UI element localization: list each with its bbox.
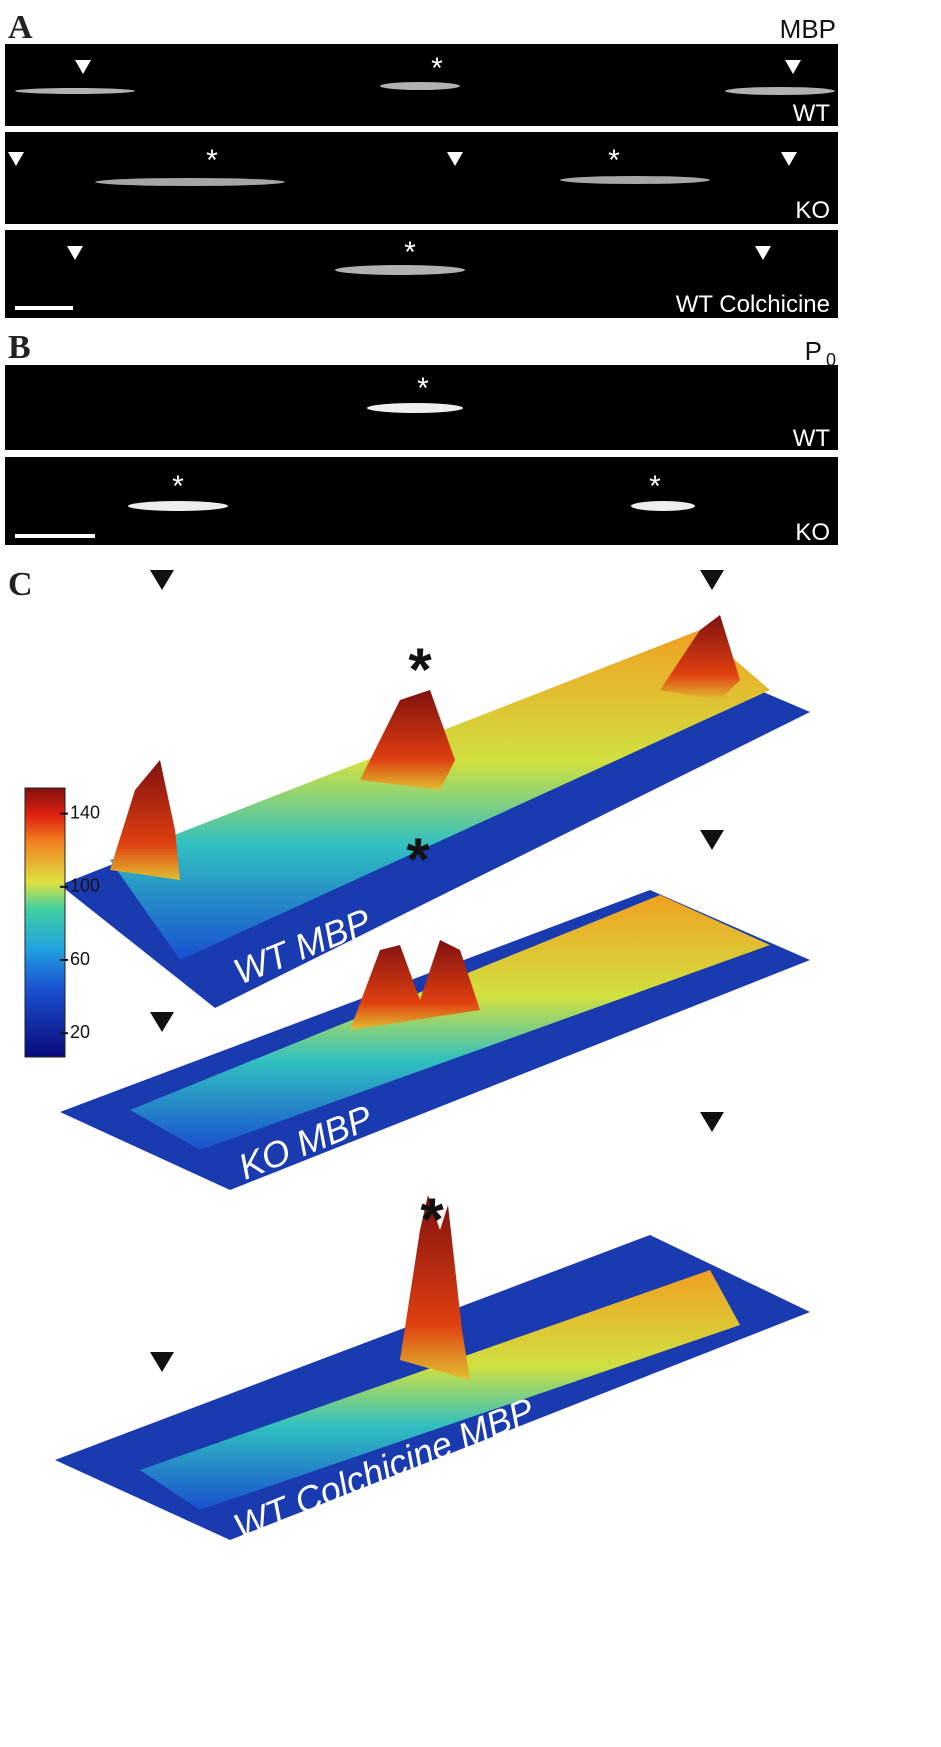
asterisk: * (420, 1186, 444, 1253)
asterisk: * (172, 470, 184, 503)
row-label: WT (793, 100, 831, 127)
tick-label: 60 (70, 949, 90, 969)
panel-label: C (8, 566, 33, 603)
row-label: WT (793, 425, 831, 452)
surface-plot (55, 1195, 810, 1540)
row-label: KO (795, 197, 830, 224)
micrograph (5, 44, 838, 318)
surface-plot (60, 890, 810, 1190)
asterisk: * (608, 144, 620, 177)
panel-label: B (8, 329, 31, 366)
asterisk: * (417, 372, 429, 405)
asterisk: * (206, 144, 218, 177)
asterisk: * (431, 52, 443, 85)
row-label: WT Colchicine (676, 291, 830, 318)
marker-label: P (805, 336, 822, 366)
marker-label: MBP (780, 14, 836, 44)
panel-label: A (8, 9, 33, 46)
colorbar (24, 787, 66, 1058)
surface-plot (60, 570, 810, 1008)
asterisk: * (649, 470, 661, 503)
micrograph (5, 365, 838, 545)
asterisk: * (408, 636, 432, 703)
asterisk: * (406, 826, 430, 893)
tick-label: 100 (70, 876, 100, 896)
tick-label: 20 (70, 1022, 90, 1042)
marker-subscript: 0 (826, 350, 836, 370)
row-label: KO (795, 519, 830, 546)
asterisk: * (404, 236, 416, 269)
colorbar-ticks: 20 60 100 140 (60, 802, 100, 1042)
tick-label: 140 (70, 802, 100, 822)
